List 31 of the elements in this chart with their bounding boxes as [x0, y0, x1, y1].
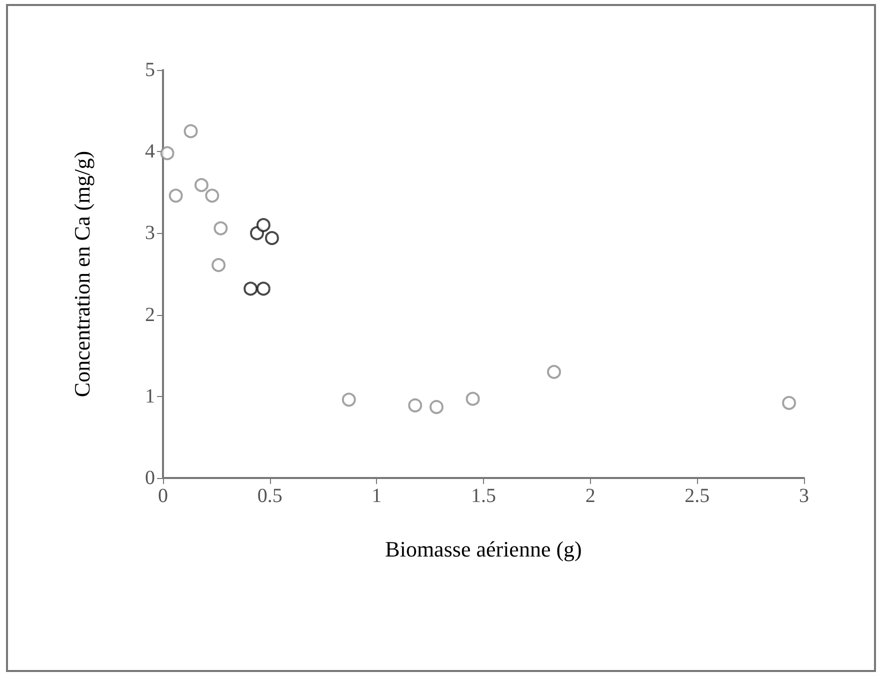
- point: [214, 221, 228, 236]
- point: [194, 178, 208, 192]
- x-tick-label: 1.5: [471, 485, 496, 507]
- y-tick-label: 5: [145, 59, 155, 81]
- point: [212, 258, 226, 272]
- x-tick-label: 2.5: [684, 485, 710, 507]
- point: [184, 124, 198, 138]
- point: [160, 146, 174, 160]
- point: [168, 188, 183, 203]
- y-tick-label: 2: [145, 304, 155, 326]
- y-tick-label: 4: [145, 140, 155, 163]
- point: [256, 218, 270, 232]
- x-tick-label: 2: [585, 485, 596, 507]
- point: [244, 282, 258, 296]
- x-tick-label: 1: [372, 485, 382, 507]
- x-tick-label: 0.5: [257, 485, 282, 507]
- x-tick-label: 3: [799, 485, 809, 507]
- point: [782, 396, 796, 410]
- point: [408, 398, 422, 412]
- x-axis-title: Biomasse aérienne (g): [385, 536, 582, 562]
- y-tick-label: 0: [145, 467, 155, 489]
- point: [547, 364, 562, 379]
- point: [205, 188, 220, 203]
- point: [264, 231, 279, 246]
- point: [430, 400, 444, 414]
- y-axis-title: Concentration en Ca (mg/g): [70, 150, 94, 398]
- point: [342, 392, 356, 407]
- point: [256, 282, 270, 296]
- point: [466, 392, 480, 406]
- y-tick-label: 1: [145, 385, 155, 408]
- y-tick-label: 3: [145, 222, 155, 244]
